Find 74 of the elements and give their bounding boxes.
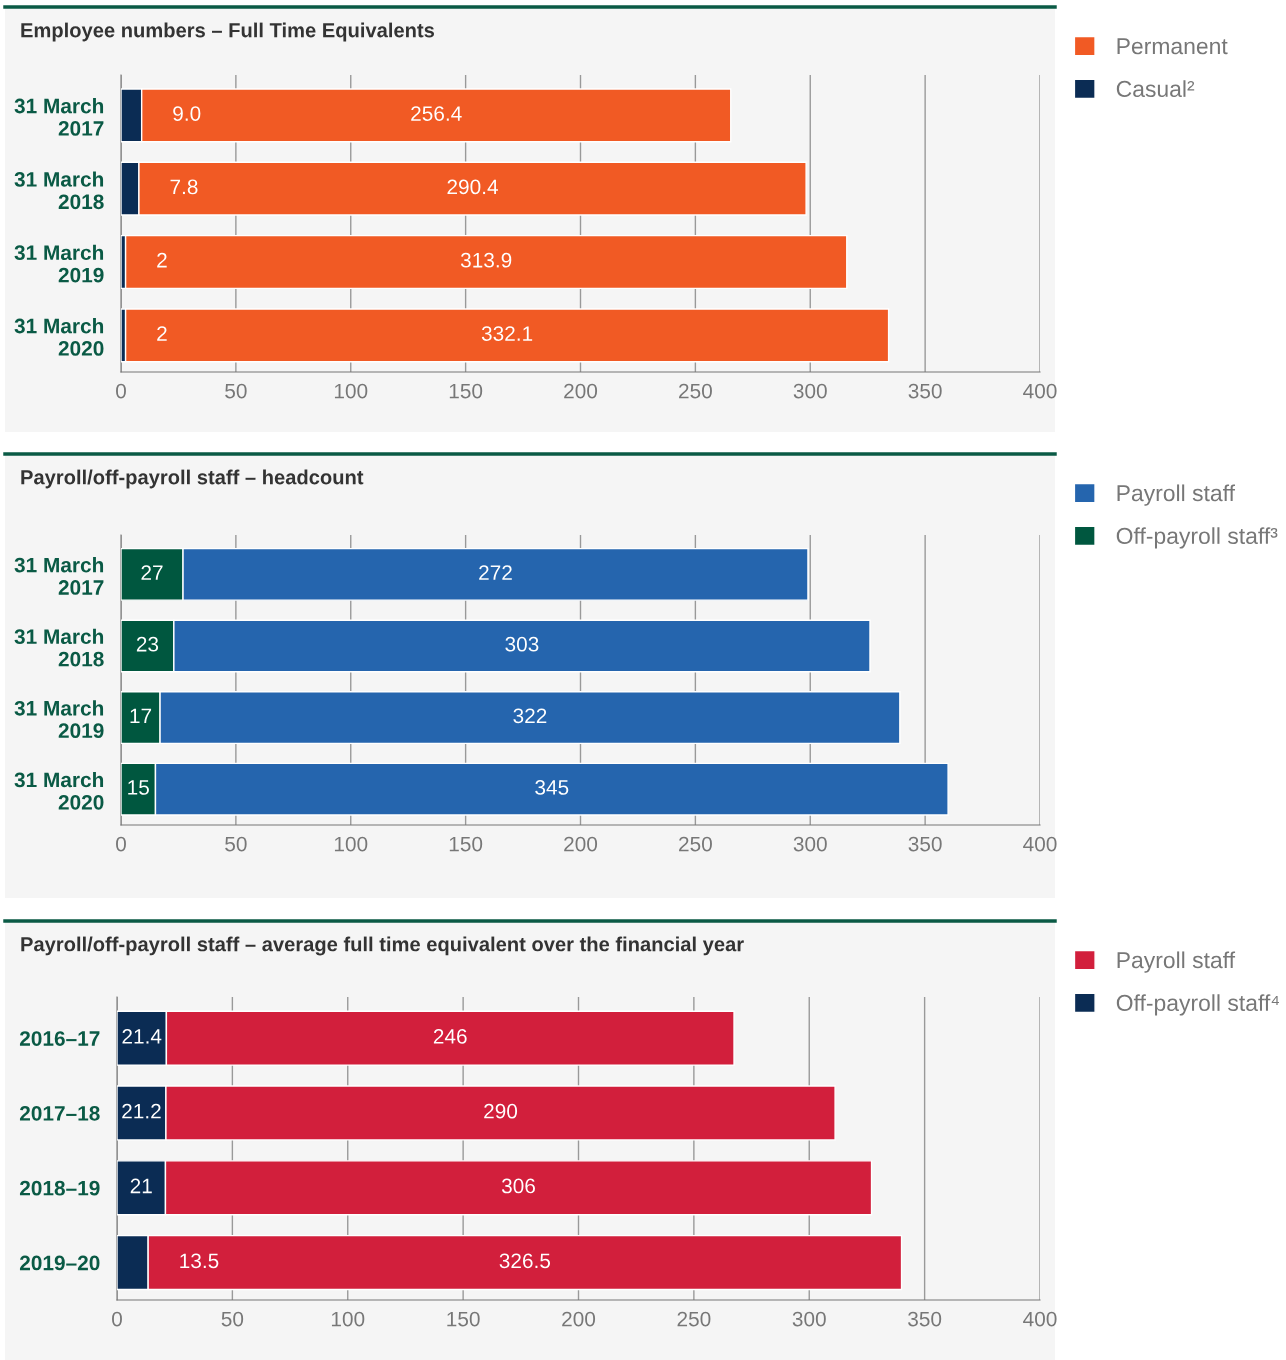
y-tick-label: 2018–19 bbox=[19, 1180, 100, 1196]
x-tick-label: 0 bbox=[112, 1311, 122, 1327]
y-tick-label: 31 March 2017 bbox=[14, 98, 104, 136]
x-tick-label: 350 bbox=[908, 1311, 942, 1327]
y-tick-label: 31 March 2018 bbox=[14, 628, 104, 667]
x-tick-label: 150 bbox=[449, 836, 483, 852]
bar bbox=[124, 234, 848, 290]
x-tick-label: 300 bbox=[792, 1311, 826, 1327]
data-label: 246 bbox=[433, 1028, 467, 1044]
chart-title: Payroll/off-payroll staff – average full time equivalent over the financial year bbox=[21, 936, 744, 956]
legend-label: Permanent bbox=[1117, 38, 1228, 55]
x-tick-label: 50 bbox=[225, 836, 247, 852]
data-label: 272 bbox=[479, 565, 512, 580]
x-tick-label: 250 bbox=[679, 383, 712, 399]
data-label: 15 bbox=[128, 780, 149, 795]
data-label: 290 bbox=[484, 1103, 518, 1119]
text: 2 bbox=[157, 252, 167, 268]
legend-label: Casual² bbox=[1116, 80, 1195, 98]
x-tick-label: 50 bbox=[221, 1311, 244, 1327]
data-label: 23 bbox=[136, 636, 159, 652]
x-tick-label: 150 bbox=[447, 1311, 480, 1327]
data-label: 322 bbox=[513, 708, 547, 724]
data-label: 13.5 bbox=[180, 1253, 219, 1269]
data-label: 21.4 bbox=[122, 1028, 162, 1044]
x-tick-label: 100 bbox=[334, 836, 368, 852]
y-tick-label: 31 March 2020 bbox=[14, 771, 104, 810]
x-tick-label: 300 bbox=[793, 836, 827, 852]
legend-label: Off-payroll staff⁴ bbox=[1116, 994, 1279, 1016]
data-label: 27 bbox=[141, 565, 163, 580]
x-tick-label: 0 bbox=[116, 836, 126, 852]
text: 332.1 bbox=[481, 326, 533, 341]
text: 2 bbox=[157, 326, 167, 341]
data-label: 303 bbox=[505, 636, 539, 652]
y-tick-label: 2019–20 bbox=[19, 1255, 100, 1271]
y-tick-label: 2017–18 bbox=[19, 1105, 100, 1121]
legend-label: Off-payroll staff³ bbox=[1116, 527, 1278, 549]
chart-title: Payroll/off-payroll staff – headcount bbox=[21, 469, 364, 489]
x-tick-label: 400 bbox=[1023, 1311, 1057, 1327]
data-label: 326.5 bbox=[499, 1253, 551, 1269]
x-tick-label: 250 bbox=[679, 836, 712, 852]
x-tick-label: 300 bbox=[793, 383, 827, 399]
text: 256.4 bbox=[411, 106, 462, 121]
x-tick-label: 100 bbox=[334, 383, 368, 399]
data-label: 17 bbox=[130, 708, 152, 723]
y-tick-label: 31 March 2019 bbox=[14, 244, 104, 283]
y-tick-label: 31 March 2018 bbox=[14, 171, 104, 210]
x-tick-label: 100 bbox=[331, 1311, 365, 1327]
data-label: 345 bbox=[535, 780, 569, 795]
text: 313.9 bbox=[460, 252, 512, 268]
chart-title: Employee numbers – Full Time Equivalents bbox=[21, 22, 435, 42]
x-tick-label: 400 bbox=[1023, 836, 1057, 852]
y-tick-label: 31 March 2019 bbox=[14, 700, 104, 739]
y-tick-label: 31 March 2020 bbox=[14, 318, 104, 356]
text: 9.0 bbox=[173, 106, 201, 121]
x-tick-label: 200 bbox=[564, 836, 598, 852]
x-tick-label: 400 bbox=[1023, 383, 1057, 399]
x-tick-label: 200 bbox=[562, 1311, 596, 1327]
legend-label: Payroll staff bbox=[1117, 951, 1236, 973]
x-tick-label: 250 bbox=[677, 1311, 711, 1327]
x-tick-label: 0 bbox=[116, 383, 126, 399]
y-tick-label: 31 March 2017 bbox=[14, 557, 104, 595]
x-tick-label: 350 bbox=[908, 836, 942, 852]
data-label: 21.2 bbox=[122, 1103, 161, 1119]
data-label: 21 bbox=[130, 1178, 152, 1194]
x-tick-label: 350 bbox=[908, 383, 942, 399]
x-tick-label: 150 bbox=[449, 383, 483, 399]
text: 7.8 bbox=[170, 179, 198, 195]
text: 290.4 bbox=[447, 179, 498, 195]
bar bbox=[124, 308, 890, 363]
x-tick-label: 50 bbox=[225, 383, 247, 399]
x-tick-label: 200 bbox=[564, 383, 598, 399]
data-label: 306 bbox=[501, 1178, 535, 1194]
y-tick-label: 2016–17 bbox=[19, 1031, 100, 1046]
legend-label: Payroll staff bbox=[1117, 484, 1236, 506]
